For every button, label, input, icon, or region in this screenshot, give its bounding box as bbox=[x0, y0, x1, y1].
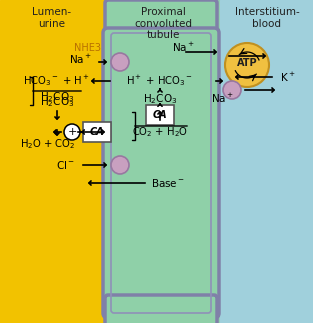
FancyBboxPatch shape bbox=[146, 105, 174, 125]
Text: H$_2$CO$_3$: H$_2$CO$_3$ bbox=[143, 92, 177, 106]
Circle shape bbox=[225, 43, 269, 87]
Circle shape bbox=[111, 53, 129, 71]
Text: Base$^-$: Base$^-$ bbox=[151, 177, 185, 189]
Text: CA: CA bbox=[90, 127, 104, 137]
FancyBboxPatch shape bbox=[103, 28, 219, 318]
Text: Na$^+$: Na$^+$ bbox=[69, 52, 91, 66]
Text: CO$_2$ + H$_2$O: CO$_2$ + H$_2$O bbox=[132, 125, 188, 139]
Text: H$_2$CO$_3$: H$_2$CO$_3$ bbox=[40, 90, 74, 104]
Text: Cl$^-$: Cl$^-$ bbox=[55, 159, 74, 171]
Bar bbox=[105, 0, 220, 323]
FancyBboxPatch shape bbox=[83, 122, 111, 142]
Circle shape bbox=[223, 81, 241, 99]
Text: NHE3: NHE3 bbox=[74, 43, 101, 53]
Text: HCO$_3$$^-$ + H$^+$: HCO$_3$$^-$ + H$^+$ bbox=[23, 74, 90, 89]
Text: H$^+$ + HCO$_3$$^-$: H$^+$ + HCO$_3$$^-$ bbox=[126, 74, 193, 89]
FancyBboxPatch shape bbox=[105, 0, 217, 43]
Circle shape bbox=[64, 124, 80, 140]
Text: Na$^+$: Na$^+$ bbox=[211, 91, 233, 105]
Text: Na$^+$: Na$^+$ bbox=[172, 40, 194, 54]
Text: H$_2$CO$_3$: H$_2$CO$_3$ bbox=[40, 95, 74, 109]
Text: Proximal
convoluted
tubule: Proximal convoluted tubule bbox=[134, 7, 192, 40]
Text: +: + bbox=[67, 127, 77, 137]
Text: H$_2$O + CO$_2$: H$_2$O + CO$_2$ bbox=[20, 137, 76, 151]
Text: ATP: ATP bbox=[237, 58, 257, 68]
Circle shape bbox=[111, 156, 129, 174]
Bar bbox=[220, 0, 313, 323]
Text: CA: CA bbox=[153, 110, 167, 120]
Text: Interstitium-
blood: Interstitium- blood bbox=[235, 7, 299, 29]
Text: K$^+$: K$^+$ bbox=[280, 70, 296, 84]
Text: Lumen-
urine: Lumen- urine bbox=[33, 7, 72, 29]
FancyBboxPatch shape bbox=[105, 295, 217, 323]
